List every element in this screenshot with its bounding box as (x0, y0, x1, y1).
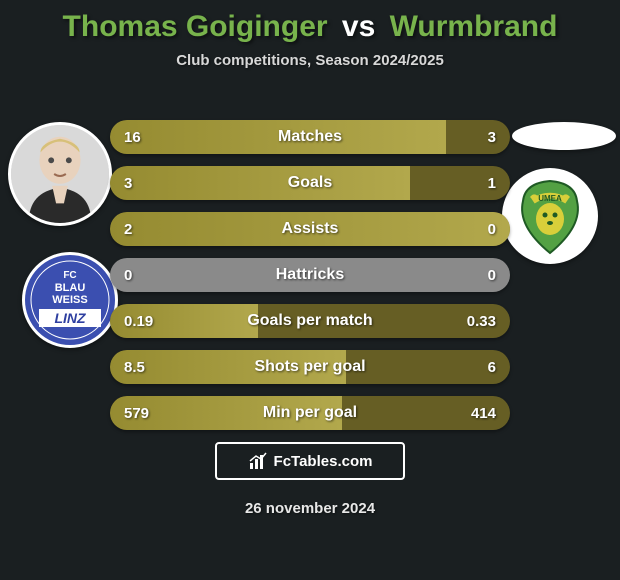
stat-row: 31Goals (110, 166, 510, 200)
svg-text:WEISS: WEISS (52, 294, 87, 306)
stat-label: Assists (110, 212, 510, 246)
player-left-block (8, 122, 112, 226)
stat-label: Goals (110, 166, 510, 200)
stat-row: 0.190.33Goals per match (110, 304, 510, 338)
comparison-title: Thomas Goiginger vs Wurmbrand (0, 0, 620, 44)
stat-row: 579414Min per goal (110, 396, 510, 430)
stat-row: 163Matches (110, 120, 510, 154)
stat-label: Min per goal (110, 396, 510, 430)
stat-row: 8.56Shots per goal (110, 350, 510, 384)
player-right-avatar-blank (512, 122, 616, 150)
stat-row: 00Hattricks (110, 258, 510, 292)
svg-text:LINZ: LINZ (54, 310, 86, 326)
title-player1: Thomas Goiginger (63, 10, 328, 43)
title-vs: vs (342, 10, 375, 43)
player-left-avatar (8, 122, 112, 226)
club-logo-left: FC BLAU WEISS LINZ (22, 252, 118, 348)
stat-bars: 163Matches 31Goals 20Assists 00Hattricks 0.1… (110, 120, 510, 442)
stat-label: Matches (110, 120, 510, 154)
stat-row: 20Assists (110, 212, 510, 246)
svg-text:BLAU: BLAU (55, 282, 86, 294)
person-icon (11, 125, 109, 223)
club-logo-right: UMEA (502, 168, 598, 264)
svg-text:UMEA: UMEA (538, 194, 562, 203)
brand-text: FcTables.com (274, 453, 373, 470)
stat-label: Hattricks (110, 258, 510, 292)
stat-label: Shots per goal (110, 350, 510, 384)
comparison-subtitle: Club competitions, Season 2024/2025 (0, 52, 620, 69)
club-badge-left-icon: FC BLAU WEISS LINZ (25, 255, 115, 345)
player-right-block (512, 122, 616, 150)
player-right-club: UMEA (502, 168, 598, 264)
player-left-club: FC BLAU WEISS LINZ (22, 252, 118, 348)
stat-label: Goals per match (110, 304, 510, 338)
brand-badge[interactable]: FcTables.com (215, 442, 405, 480)
club-badge-right-icon: UMEA (505, 171, 595, 261)
chart-icon (248, 451, 268, 471)
title-player2: Wurmbrand (390, 10, 558, 43)
footer-date: 26 november 2024 (0, 500, 620, 517)
svg-text:FC: FC (63, 270, 76, 281)
